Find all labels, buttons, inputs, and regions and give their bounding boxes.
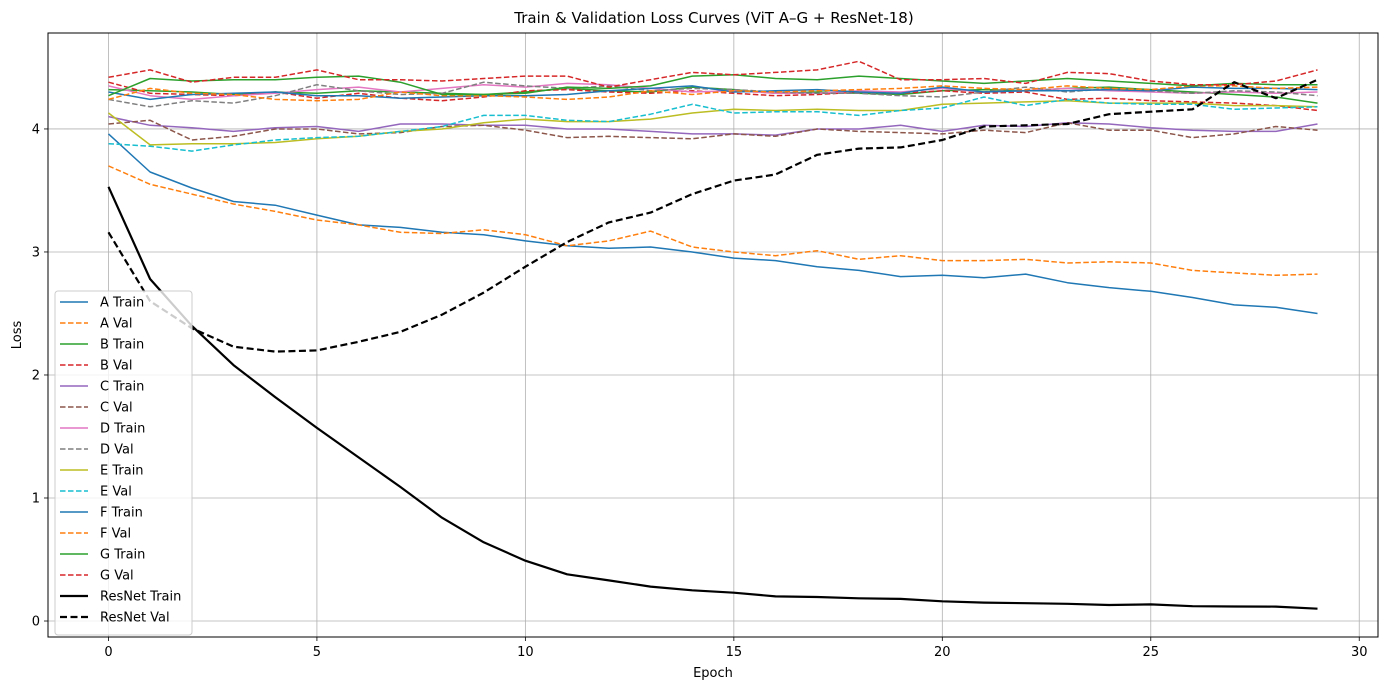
series-line	[108, 85, 1318, 101]
legend-label: E Train	[100, 464, 144, 479]
x-tick-label: 15	[726, 645, 743, 660]
y-tick-label: 2	[32, 368, 40, 383]
y-tick-label: 0	[32, 615, 40, 630]
plot-frame	[47, 32, 1379, 638]
series-line	[108, 96, 1318, 152]
legend-label: C Train	[100, 380, 144, 395]
series-line	[108, 99, 1318, 146]
legend-label: B Val	[100, 359, 133, 374]
legend-label: D Train	[100, 422, 145, 437]
x-tick-label: 10	[517, 645, 534, 660]
legend-label: F Train	[100, 506, 143, 521]
series-lines	[107, 60, 1318, 610]
legend-label: E Val	[100, 485, 132, 500]
legend-label: F Val	[100, 527, 131, 542]
series-line	[108, 82, 1318, 101]
series-line	[108, 85, 1318, 102]
x-axis-ticks: 0 5 10 15 20 25 30	[104, 637, 1368, 660]
x-axis-label: Epoch	[693, 666, 733, 681]
y-tick-label: 4	[32, 122, 40, 137]
x-tick-label: 0	[104, 645, 112, 660]
y-tick-label: 1	[32, 491, 40, 506]
x-tick-label: 25	[1143, 645, 1160, 660]
x-tick-label: 30	[1351, 645, 1368, 660]
legend-label: A Val	[100, 317, 133, 332]
legend: A Train A Val B Train B Val C Train C Val D Tr…	[54, 290, 193, 636]
legend-label: D Val	[100, 443, 134, 458]
series-line	[108, 165, 1318, 277]
x-tick-label: 5	[313, 645, 321, 660]
series-line	[108, 60, 1318, 88]
grid-lines	[48, 33, 1378, 637]
legend-label: G Val	[100, 569, 134, 584]
series-line	[108, 74, 1318, 97]
y-axis-ticks: 0 1 2 3 4	[32, 122, 48, 630]
series-line	[107, 133, 1318, 315]
legend-label: B Train	[100, 338, 144, 353]
y-tick-label: 3	[32, 245, 40, 260]
legend-box	[54, 290, 193, 636]
series-line	[108, 119, 1318, 141]
series-line	[108, 81, 1318, 112]
legend-label: C Val	[100, 401, 133, 416]
series-line	[107, 78, 1318, 353]
legend-label: A Train	[100, 296, 144, 311]
x-tick-label: 20	[934, 645, 951, 660]
series-line	[108, 115, 1318, 136]
legend-label: ResNet Val	[100, 611, 170, 626]
legend-label: ResNet Train	[100, 590, 181, 605]
legend-label: G Train	[100, 548, 145, 563]
y-axis-label: Loss	[10, 321, 25, 350]
series-line	[107, 186, 1318, 610]
chart-title: Train & Validation Loss Curves (ViT A–G …	[513, 9, 913, 27]
